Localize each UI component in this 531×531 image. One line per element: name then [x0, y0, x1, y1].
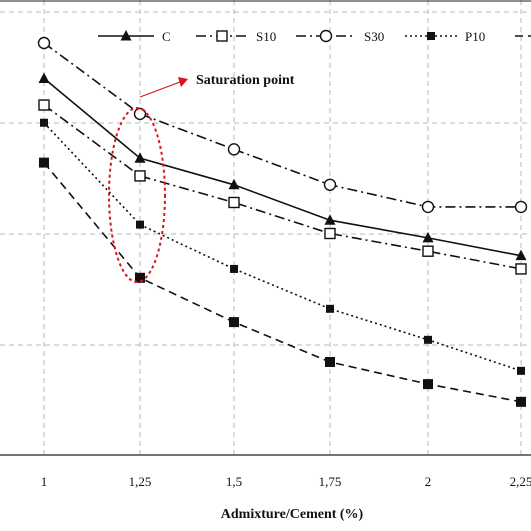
data-point [517, 366, 525, 375]
legend-item: S30 [296, 29, 384, 44]
legend-label: S10 [256, 29, 276, 44]
legend-label: C [162, 29, 171, 44]
data-point [227, 143, 241, 156]
data-point [230, 264, 238, 273]
data-point [422, 231, 434, 243]
legend-item: P10 [405, 29, 485, 44]
data-point [514, 200, 528, 214]
data-point [515, 249, 527, 261]
x-tick-label: 1,25 [129, 474, 152, 489]
data-point [421, 200, 435, 214]
annotation-arrow-head [178, 77, 188, 87]
series-line [43, 122, 522, 372]
x-tick-label: 2 [425, 474, 432, 489]
series-c [38, 72, 527, 261]
legend-label: P10 [465, 29, 485, 44]
data-point [229, 317, 239, 328]
data-point [326, 304, 334, 313]
data-point [323, 178, 337, 191]
annotation-arrow-line [139, 81, 181, 98]
annotation-text: Saturation point [196, 73, 295, 88]
data-point [133, 107, 147, 121]
data-point [216, 30, 228, 42]
data-point [319, 29, 333, 43]
legend: C S10 S30 P10 [98, 29, 531, 44]
series-s30 [37, 36, 528, 214]
annotation: Saturation point [108, 73, 295, 283]
series-line [43, 162, 522, 403]
data-point [427, 32, 435, 40]
data-point [135, 272, 145, 283]
data-point [120, 30, 132, 41]
data-point [38, 99, 50, 111]
data-point [38, 72, 50, 83]
data-point [423, 379, 433, 390]
x-tick-label: 1,5 [226, 474, 242, 489]
x-tick-label: 2,25 [510, 474, 531, 489]
x-tick-label: 1 [41, 474, 48, 489]
data-point [515, 263, 527, 275]
series-s10 [38, 99, 527, 275]
legend-item: C [98, 29, 171, 44]
series-layer [37, 36, 528, 407]
x-tick-label: 1,75 [319, 474, 342, 489]
data-point [422, 245, 434, 257]
data-point [228, 178, 240, 190]
data-point [37, 36, 51, 50]
saturation-ellipse [108, 107, 166, 283]
data-point [325, 356, 335, 367]
tick-labels: 1 1,25 1,5 1,75 2 2,25 [41, 474, 531, 489]
series-line [43, 77, 522, 257]
axes [0, 0, 531, 456]
series-line [43, 104, 522, 270]
data-point [228, 196, 240, 209]
data-point [39, 157, 49, 168]
series-unnamed [39, 157, 526, 407]
data-point [40, 118, 48, 127]
series-p10 [40, 118, 525, 375]
data-point [324, 227, 336, 240]
data-point [424, 335, 432, 344]
legend-item: S10 [196, 29, 276, 44]
data-point [136, 220, 144, 229]
data-point [134, 152, 146, 163]
legend-label: S30 [364, 29, 384, 44]
data-point [134, 170, 146, 182]
x-axis-title: Admixture/Cement (%) [221, 507, 364, 522]
data-point [324, 214, 336, 225]
data-point [516, 396, 526, 407]
